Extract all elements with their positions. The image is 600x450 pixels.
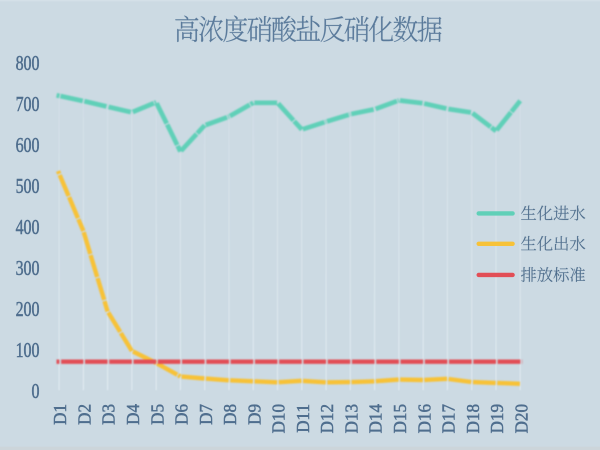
svg-text:D16: D16: [414, 404, 435, 434]
svg-text:700: 700: [16, 93, 40, 117]
svg-text:D12: D12: [317, 404, 338, 433]
svg-text:D17: D17: [438, 404, 459, 434]
svg-text:D1: D1: [50, 404, 71, 425]
svg-text:D14: D14: [365, 404, 386, 434]
svg-text:500: 500: [16, 175, 40, 199]
svg-text:300: 300: [16, 257, 40, 281]
svg-text:D8: D8: [220, 404, 241, 425]
svg-text:200: 200: [16, 298, 40, 322]
svg-text:400: 400: [16, 216, 40, 240]
svg-text:0: 0: [32, 380, 40, 404]
svg-text:D6: D6: [171, 404, 192, 425]
svg-text:100: 100: [16, 339, 40, 363]
svg-text:D18: D18: [462, 404, 483, 434]
svg-text:D2: D2: [74, 404, 95, 425]
svg-text:D4: D4: [123, 404, 144, 425]
svg-text:D10: D10: [268, 404, 289, 434]
svg-text:D19: D19: [487, 404, 508, 434]
svg-text:D5: D5: [147, 404, 168, 425]
svg-text:D7: D7: [195, 404, 216, 425]
svg-text:800: 800: [16, 52, 40, 76]
svg-text:600: 600: [16, 134, 40, 158]
svg-text:D13: D13: [341, 404, 362, 434]
svg-text:D20: D20: [511, 404, 532, 434]
svg-text:D9: D9: [244, 404, 265, 425]
svg-text:D3: D3: [98, 404, 119, 425]
svg-text:D15: D15: [390, 404, 411, 434]
svg-text:D11: D11: [292, 404, 313, 433]
